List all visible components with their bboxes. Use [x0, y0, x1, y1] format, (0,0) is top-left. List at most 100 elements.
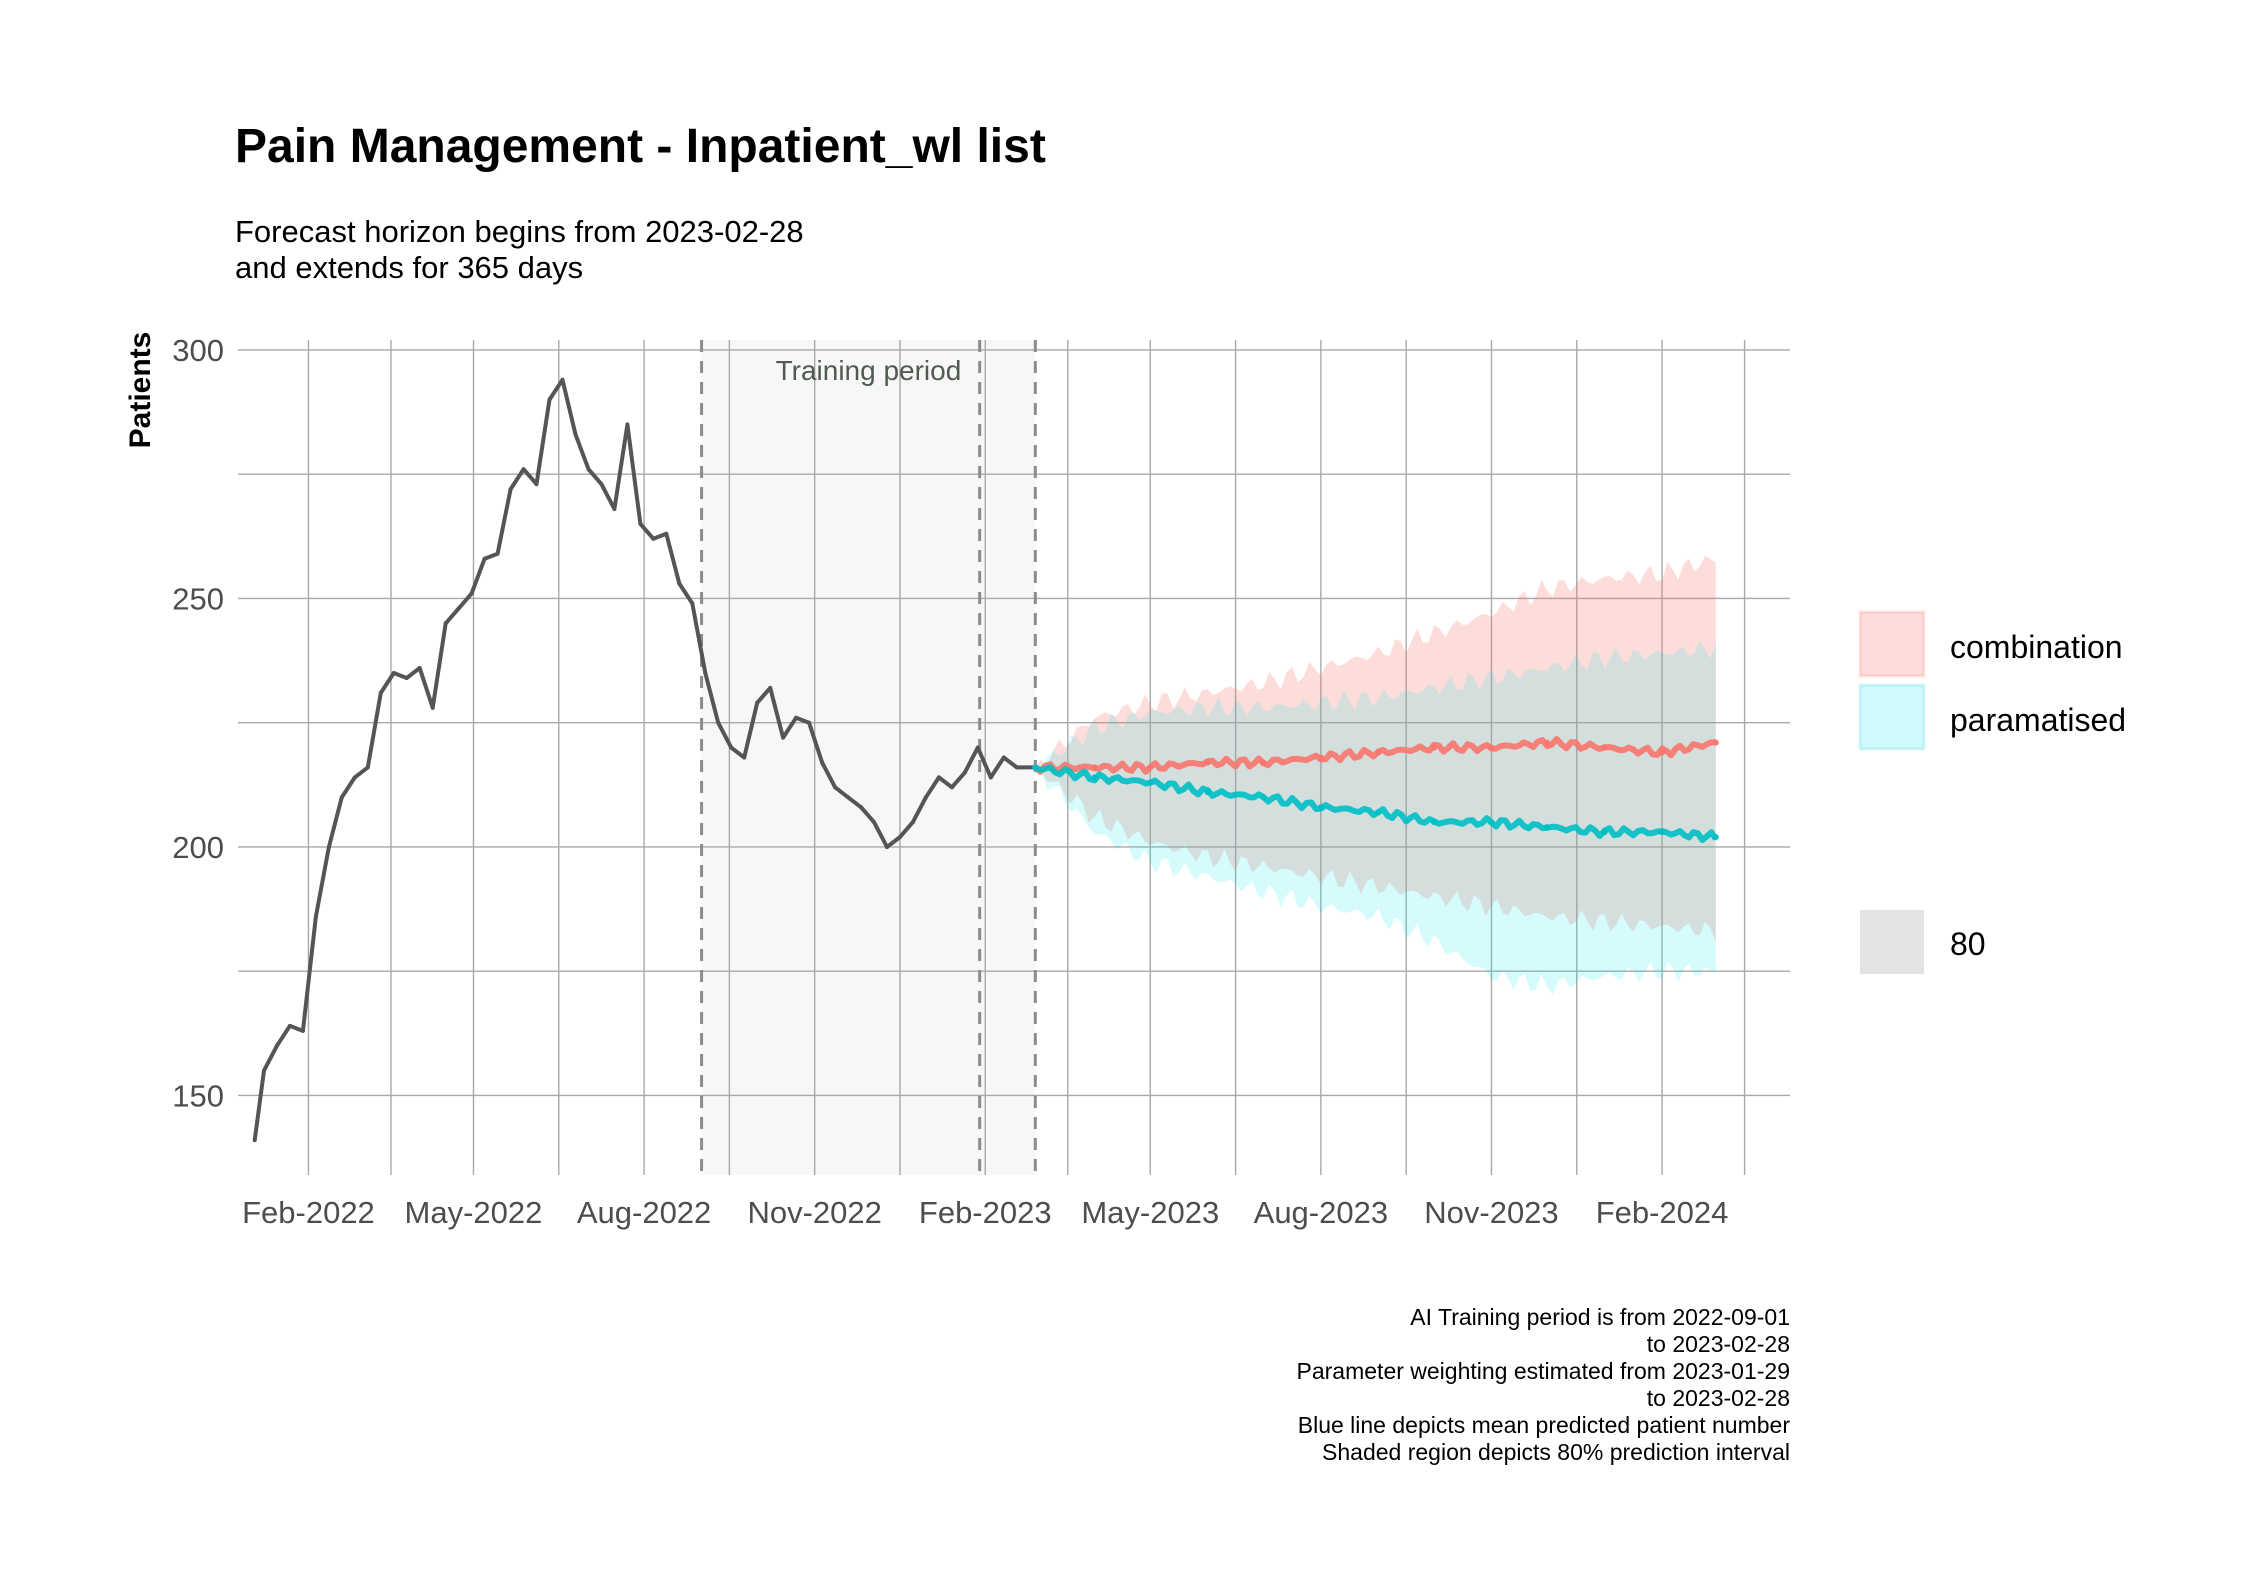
observed-point	[962, 770, 967, 775]
observed-point	[456, 606, 461, 611]
forecast-point-paramatised	[1712, 834, 1719, 840]
observed-point	[807, 720, 812, 725]
observed-point	[482, 556, 487, 561]
x-tick-label: Aug-2023	[1254, 1195, 1388, 1230]
forecast-point-paramatised	[1317, 804, 1324, 811]
forecast-point-combination	[1375, 749, 1382, 756]
observed-point	[781, 735, 786, 740]
observed-point	[417, 666, 422, 670]
observed-point	[599, 482, 604, 487]
training-boundary-lines	[700, 340, 1037, 1175]
observed-point	[378, 690, 383, 695]
legend: combination paramatised 80	[1858, 610, 2126, 974]
forecast-point-paramatised	[1375, 809, 1382, 816]
caption: AI Training period is from 2022-09-01 to…	[1297, 1304, 1791, 1465]
observed-point	[975, 745, 980, 750]
observed-point	[677, 581, 682, 586]
forecast-point-paramatised	[1147, 779, 1154, 786]
forecast-point-paramatised	[1431, 819, 1437, 826]
observed-point	[521, 467, 526, 472]
caption-line-6: Shaded region depicts 80% prediction int…	[1322, 1439, 1790, 1465]
x-tick-label: Feb-2023	[919, 1195, 1052, 1230]
y-tick-label: 200	[172, 830, 224, 865]
y-tick-label: 300	[172, 333, 224, 368]
observed-point	[664, 531, 669, 536]
y-tick-label: 250	[172, 581, 224, 616]
x-tick-label: May-2023	[1081, 1195, 1219, 1230]
grid-lines	[238, 340, 1790, 1175]
observed-point	[443, 621, 448, 626]
x-tick-label: Feb-2022	[242, 1195, 375, 1230]
forecast-point-paramatised	[1032, 764, 1039, 771]
observed-point	[287, 1023, 292, 1028]
observed-point	[859, 805, 863, 810]
y-axis-ticks: 150 200 250 300	[172, 333, 224, 1114]
caption-line-3: Parameter weighting estimated from 2023-…	[1297, 1358, 1790, 1384]
observed-point	[703, 671, 708, 675]
observed-point	[339, 795, 344, 800]
observed-point	[1001, 755, 1006, 760]
observed-point	[768, 685, 773, 690]
observed-series	[252, 377, 1038, 1143]
observed-point	[729, 745, 734, 750]
training-period-label: Training period	[776, 355, 962, 386]
observed-point	[716, 720, 721, 725]
observed-point	[560, 377, 565, 382]
observed-point	[352, 775, 357, 780]
observed-point	[586, 467, 591, 472]
prediction-interval-bands	[1035, 556, 1716, 995]
observed-point	[794, 715, 799, 720]
y-axis-title: Patients	[124, 332, 157, 449]
observed-point	[391, 671, 396, 675]
forecast-point-paramatised	[1204, 789, 1211, 796]
observed-point	[262, 1068, 266, 1073]
y-tick-label: 150	[172, 1078, 224, 1113]
observed-point	[495, 551, 500, 556]
interval-band-combination	[1035, 556, 1716, 943]
observed-point	[1014, 765, 1019, 770]
forecast-point-paramatised	[1260, 794, 1267, 801]
observed-point	[430, 705, 435, 710]
forecast-point-paramatised	[1601, 829, 1608, 836]
observed-point	[742, 755, 747, 760]
observed-point	[923, 795, 928, 800]
observed-point	[300, 1028, 305, 1033]
observed-point	[988, 775, 993, 780]
caption-line-1: AI Training period is from 2022-09-01	[1410, 1304, 1790, 1330]
observed-point	[547, 397, 552, 402]
x-tick-label: Feb-2024	[1596, 1195, 1729, 1230]
observed-point	[846, 795, 850, 800]
forecast-point-combination	[1544, 739, 1551, 746]
forecast-point-combination	[1204, 759, 1211, 766]
observed-point	[365, 765, 370, 770]
observed-point	[313, 914, 318, 919]
forecast-point-paramatised	[1544, 824, 1551, 831]
observed-point	[936, 775, 941, 780]
observed-point	[949, 785, 954, 790]
forecast-point-combination	[1431, 744, 1437, 751]
forecast-point-combination	[1601, 744, 1608, 751]
caption-line-2: to 2023-02-28	[1647, 1331, 1790, 1357]
caption-line-4: to 2023-02-28	[1647, 1385, 1790, 1411]
observed-point	[534, 482, 539, 487]
observed-point	[612, 507, 617, 511]
chart-title: Pain Management - Inpatient_wl list	[235, 120, 1046, 173]
observed-point	[573, 432, 578, 437]
forecast-point-paramatised	[1488, 819, 1495, 826]
observed-point	[404, 676, 409, 680]
chart-subtitle-line-1: Forecast horizon begins from 2023-02-28	[235, 214, 804, 249]
x-axis-ticks: Feb-2022 May-2022 Aug-2022 Nov-2022 Feb-2023…	[242, 1195, 1728, 1230]
legend-key-paramatised	[1858, 683, 1926, 751]
forecast-point-combination	[1260, 759, 1267, 766]
x-tick-label: Nov-2022	[747, 1195, 881, 1230]
forecast-point-paramatised	[1091, 774, 1098, 781]
forecast-point-combination	[1317, 754, 1324, 761]
forecast-point-combination	[1147, 764, 1154, 771]
forecast-point-paramatised	[1659, 829, 1666, 836]
observed-point	[625, 422, 630, 427]
legend-label-paramatised: paramatised	[1950, 702, 2126, 738]
observed-point	[508, 487, 513, 492]
observed-point	[638, 521, 643, 526]
observed-point	[820, 760, 825, 765]
observed-point	[326, 845, 331, 849]
